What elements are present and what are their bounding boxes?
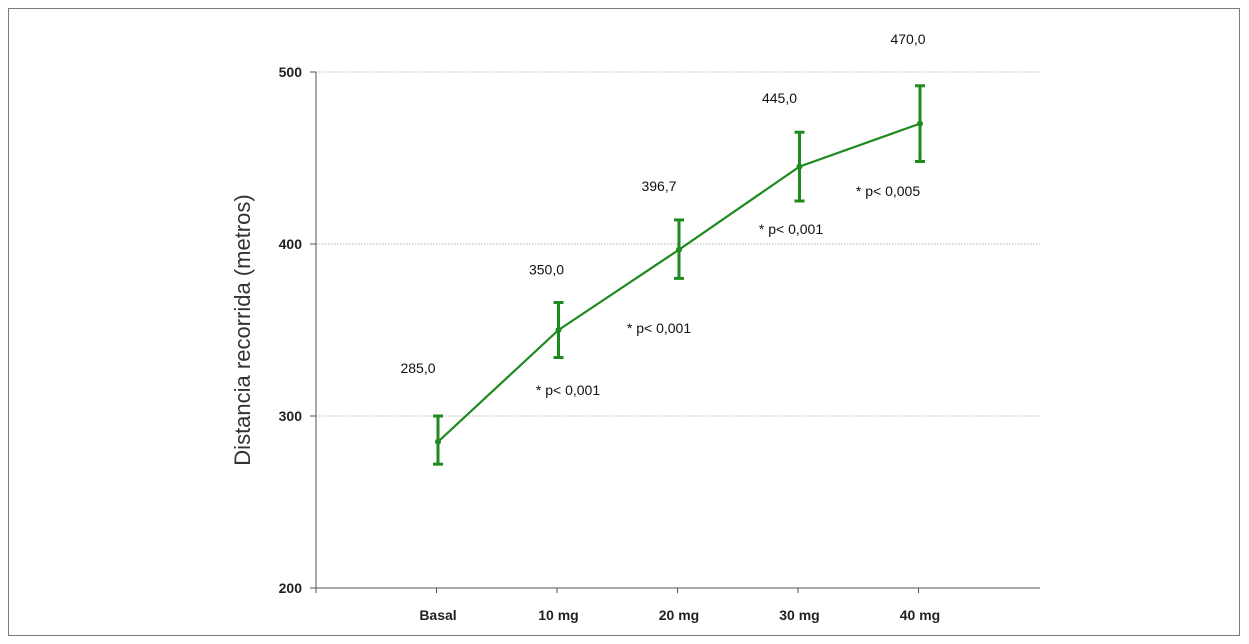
y-tick-label: 500 [279, 64, 303, 80]
data-label: 285,0 [400, 360, 435, 376]
data-point [676, 246, 682, 253]
x-tick-label: 20 mg [659, 607, 699, 623]
data-label: 396,7 [641, 178, 676, 194]
p-value-label: * p< 0,001 [627, 320, 691, 336]
x-tick-label: 40 mg [900, 607, 940, 623]
labels: 200 300 400 500 Basal 10 mg 20 mg 30 mg 40 mg 285… [279, 31, 941, 623]
data-point [435, 438, 441, 445]
data-label: 470,0 [890, 31, 925, 47]
data-point [796, 163, 803, 170]
y-tick-label: 400 [279, 236, 303, 252]
series [433, 84, 925, 466]
axes [310, 71, 1040, 593]
x-tick-label: 30 mg [779, 607, 819, 623]
data-point [555, 327, 562, 333]
p-value-label: * p< 0,005 [856, 183, 920, 199]
data-label: 350,0 [529, 261, 564, 277]
y-tick-label: 200 [279, 580, 303, 596]
series-line [437, 122, 921, 443]
y-tick-label: 300 [279, 408, 303, 424]
x-tick-label: Basal [419, 607, 456, 623]
data-label: 445,0 [762, 90, 797, 106]
p-value-label: * p< 0,001 [759, 221, 823, 237]
p-value-label: * p< 0,001 [536, 382, 600, 398]
data-point [917, 120, 923, 127]
x-tick-label: 10 mg [538, 607, 578, 623]
y-axis-title: Distancia recorrida (metros) [230, 194, 255, 465]
chart-frame [8, 8, 1240, 636]
